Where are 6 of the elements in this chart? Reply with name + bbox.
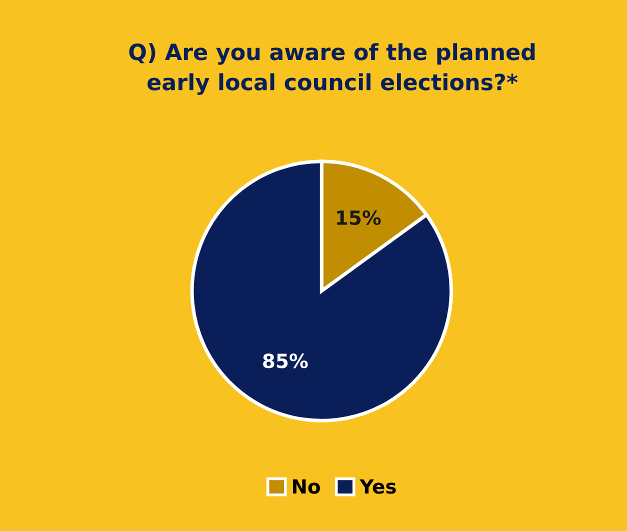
chart-title: Q) Are you aware of the planned early local council elections?* [129, 43, 535, 95]
pie-slice [190, 160, 454, 422]
data-label: 15% [337, 210, 381, 226]
data-label: 85% [263, 354, 308, 368]
legend-label: No [292, 479, 320, 494]
legend-label: Yes [360, 479, 396, 494]
